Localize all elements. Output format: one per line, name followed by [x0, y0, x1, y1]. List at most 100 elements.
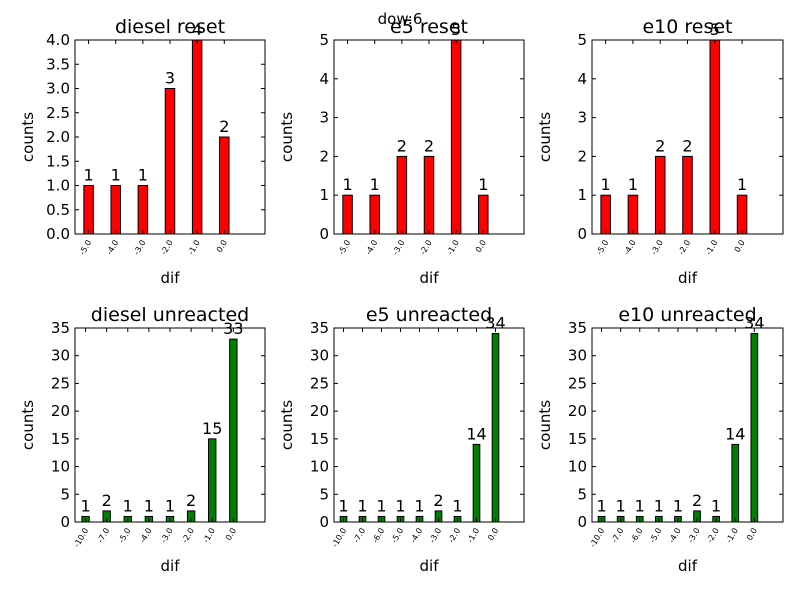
x-tick-label: -4.0 — [409, 527, 425, 545]
y-tick-label: 2.5 — [46, 104, 70, 122]
bar — [600, 194, 611, 235]
y-tick-label: 0 — [577, 225, 587, 243]
y-tick-label: 3 — [319, 109, 329, 127]
bar — [478, 194, 489, 235]
bar — [731, 443, 740, 523]
x-tick-label: -10.0 — [588, 527, 606, 549]
data-label: 1 — [616, 496, 626, 515]
data-label: 14 — [725, 424, 745, 443]
data-label: 2 — [102, 491, 112, 510]
y-tick-label: 10 — [51, 458, 70, 476]
y-tick-label: 4 — [319, 70, 329, 88]
y-tick-label: 35 — [51, 319, 70, 337]
y-axis-label: counts — [278, 400, 296, 450]
data-label: 15 — [202, 419, 222, 438]
bar — [491, 333, 500, 523]
x-tick-label: -4.0 — [622, 239, 638, 257]
x-tick-label: -5.0 — [337, 239, 353, 257]
x-tick-label: -1.0 — [704, 239, 720, 257]
y-tick-label: 5 — [577, 485, 587, 503]
axes-frame — [333, 327, 525, 523]
x-tick-label: -2.0 — [159, 239, 175, 257]
x-tick-label: -4.0 — [105, 239, 121, 257]
data-label: 2 — [397, 136, 407, 155]
y-tick-label: 0 — [319, 513, 329, 531]
y-tick-label: 1 — [319, 186, 329, 204]
bar — [627, 194, 639, 235]
bar — [450, 39, 462, 235]
data-label: 1 — [596, 496, 606, 515]
x-tick-label: -6.0 — [371, 527, 387, 545]
y-tick-label: 10 — [310, 458, 329, 476]
y-tick-label: 35 — [310, 319, 329, 337]
data-label: 1 — [138, 166, 148, 185]
y-tick-label: 30 — [568, 347, 587, 365]
bar — [342, 194, 353, 235]
x-axis-label: dif — [678, 557, 698, 575]
x-tick-label: -1.0 — [186, 239, 202, 257]
y-tick-label: 2 — [577, 147, 587, 165]
data-label: 2 — [692, 491, 702, 510]
bar — [208, 438, 217, 523]
y-axis-label: counts — [19, 400, 37, 450]
x-tick-label: -6.0 — [629, 527, 645, 545]
data-label: 1 — [414, 496, 424, 515]
data-label: 1 — [478, 175, 488, 194]
axes-frame — [591, 327, 784, 523]
chart-title: e10 reset — [642, 16, 732, 38]
x-tick-label: -4.0 — [138, 527, 154, 545]
x-axis-label: dif — [161, 269, 181, 287]
x-tick-label: -3.0 — [159, 527, 175, 545]
x-tick-label: -4.0 — [667, 527, 683, 545]
y-tick-label: 0 — [577, 513, 587, 531]
x-tick-label: -3.0 — [649, 239, 665, 257]
chart-title: e5 unreacted — [366, 304, 492, 326]
y-tick-label: 0.5 — [46, 201, 70, 219]
y-tick-label: 15 — [51, 430, 70, 448]
y-tick-label: 10 — [568, 458, 587, 476]
x-tick-label: -5.0 — [390, 527, 406, 545]
x-tick-label: -2.0 — [180, 527, 196, 545]
x-tick-label: -2.0 — [418, 239, 434, 257]
bar — [396, 155, 408, 235]
x-tick-label: -4.0 — [364, 239, 380, 257]
bar — [229, 338, 238, 523]
data-label: 1 — [452, 496, 462, 515]
y-axis-label: counts — [536, 400, 554, 450]
x-tick-label: -2.0 — [705, 527, 721, 545]
x-tick-label: 0.0 — [745, 527, 759, 543]
data-label: 1 — [395, 496, 405, 515]
data-label: 2 — [682, 136, 692, 155]
x-axis-label: dif — [678, 269, 698, 287]
y-tick-label: 2.0 — [46, 128, 70, 146]
x-tick-label: -5.0 — [117, 527, 133, 545]
y-tick-label: 25 — [310, 374, 329, 392]
data-label: 1 — [737, 175, 747, 194]
data-label: 1 — [635, 496, 645, 515]
data-label: 1 — [83, 166, 93, 185]
x-tick-label: 0.0 — [215, 239, 229, 255]
data-label: 2 — [433, 491, 443, 510]
x-tick-label: -3.0 — [132, 239, 148, 257]
data-label: 1 — [165, 496, 175, 515]
y-tick-label: 1.0 — [46, 177, 70, 195]
y-tick-label: 35 — [568, 319, 587, 337]
y-tick-label: 1.5 — [46, 152, 70, 170]
y-tick-label: 25 — [51, 374, 70, 392]
bar — [682, 155, 693, 235]
data-label: 1 — [342, 175, 352, 194]
chart-title: e5 reset — [390, 16, 468, 38]
x-tick-label: -3.0 — [391, 239, 407, 257]
bar — [369, 194, 380, 235]
y-tick-label: 5 — [319, 485, 329, 503]
chart-title: diesel unreacted — [91, 304, 249, 326]
x-tick-label: -10.0 — [330, 527, 348, 549]
data-label: 1 — [601, 175, 611, 194]
y-axis-label: counts — [19, 112, 37, 162]
x-tick-label: -2.0 — [677, 239, 693, 257]
y-tick-label: 20 — [310, 402, 329, 420]
